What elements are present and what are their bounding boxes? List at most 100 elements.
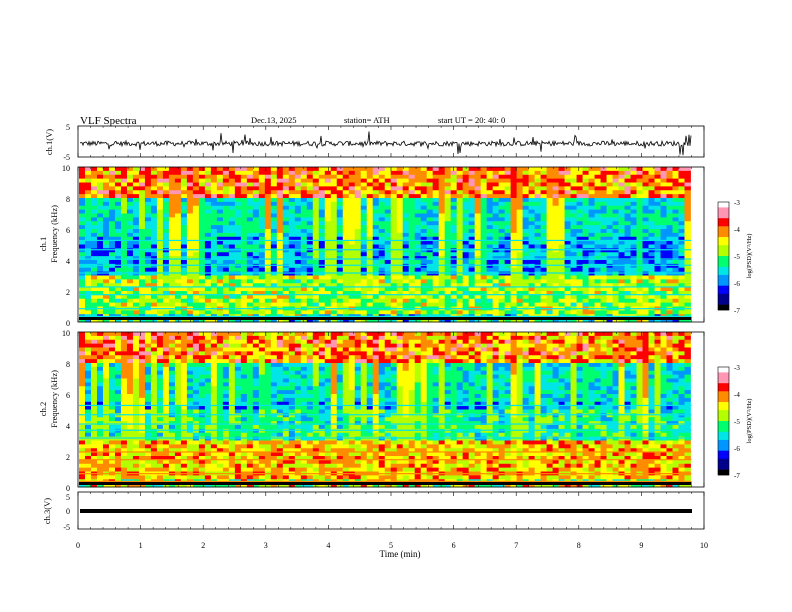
spectrogram-cell bbox=[186, 194, 194, 199]
spectrogram-cell bbox=[534, 236, 541, 242]
spectrogram-cell bbox=[198, 209, 206, 214]
spectrogram-cell bbox=[102, 339, 110, 345]
spectrogram-cell bbox=[642, 201, 649, 207]
spectrogram-cell bbox=[342, 205, 350, 211]
spectrogram-cell bbox=[168, 456, 176, 461]
spectrogram-cell bbox=[684, 221, 691, 226]
spectrogram-cell bbox=[294, 217, 302, 222]
spectrogram-cell bbox=[330, 252, 338, 257]
spectrogram-cell bbox=[624, 182, 631, 187]
spectrogram-cell bbox=[546, 213, 553, 218]
spectrogram-cell bbox=[498, 318, 506, 323]
colorbar-1-swatch bbox=[718, 288, 729, 292]
spectrogram-cell bbox=[510, 283, 518, 288]
spectrogram-cell bbox=[660, 248, 667, 253]
spectrogram-cell bbox=[570, 225, 577, 230]
spectrogram-cell bbox=[138, 283, 146, 288]
spectrogram-cell bbox=[102, 190, 110, 195]
spectrogram-cell bbox=[396, 240, 404, 245]
spectrogram-cell bbox=[276, 178, 284, 183]
spectrogram-cell bbox=[636, 213, 643, 218]
spectrogram-cell bbox=[79, 205, 86, 211]
spectrogram-cell bbox=[558, 182, 565, 187]
spectrogram-cell bbox=[636, 186, 643, 191]
spectrogram-cell bbox=[96, 390, 104, 395]
spectrogram-cell bbox=[138, 417, 146, 422]
spectrogram-cell bbox=[168, 205, 176, 211]
spectrogram-cell bbox=[564, 318, 571, 323]
spectrogram-cell bbox=[474, 225, 482, 230]
spectrogram-cell bbox=[234, 298, 242, 304]
spectrogram-cell bbox=[402, 275, 410, 280]
spectrogram-cell bbox=[174, 271, 182, 276]
spectrogram-cell bbox=[144, 339, 152, 345]
spectrogram-cell bbox=[168, 339, 176, 345]
spectrogram-cell bbox=[552, 260, 559, 265]
spectrogram-cell bbox=[390, 256, 398, 261]
spectrogram-cell bbox=[264, 198, 272, 203]
spectrogram-cell bbox=[612, 287, 619, 292]
spectrogram-cell bbox=[162, 386, 170, 391]
spectrogram-cell bbox=[654, 201, 661, 207]
spectrogram-cell bbox=[672, 302, 679, 307]
ch1-ytick-2: 2 bbox=[66, 288, 70, 297]
spectrogram-cell bbox=[240, 287, 248, 292]
spectrogram-cell bbox=[582, 221, 589, 226]
spectrogram-cell bbox=[378, 201, 386, 207]
spectrogram-cell bbox=[150, 244, 158, 249]
spectrogram-cell bbox=[174, 201, 182, 207]
spectrogram-cell bbox=[102, 413, 110, 418]
spectrogram-cell bbox=[240, 205, 248, 211]
spectrogram-cell bbox=[504, 209, 512, 214]
spectrogram-cell bbox=[396, 294, 404, 300]
spectrogram-cell bbox=[588, 291, 595, 296]
colorbar-2-swatch bbox=[718, 407, 729, 411]
spectrogram-cell bbox=[564, 271, 571, 276]
spectrogram-cell bbox=[678, 244, 685, 249]
spectrogram-cell bbox=[564, 310, 571, 315]
spectrogram-cell bbox=[666, 186, 673, 191]
spectrogram-cell bbox=[288, 174, 296, 180]
spectrogram-cell bbox=[564, 229, 571, 234]
spectrogram-cell bbox=[138, 347, 146, 352]
spectrogram-cell bbox=[90, 448, 98, 453]
spectrogram-cell bbox=[348, 279, 356, 284]
spectrogram-cell bbox=[552, 232, 559, 238]
spectrogram-cell bbox=[432, 190, 440, 195]
spectrogram-cell bbox=[510, 178, 518, 183]
spectrogram-cell bbox=[210, 318, 218, 323]
spectrogram-cell bbox=[204, 302, 212, 307]
spectrogram-cell bbox=[492, 178, 500, 183]
spectrogram-cell bbox=[360, 252, 368, 257]
spectrogram-cell bbox=[444, 291, 452, 296]
spectrogram-cell bbox=[594, 178, 601, 183]
spectrogram-cell bbox=[570, 240, 577, 245]
spectrogram-cell bbox=[624, 240, 631, 245]
spectrogram-cell bbox=[486, 178, 494, 183]
spectrogram-cell bbox=[186, 432, 194, 438]
spectrogram-cell bbox=[552, 279, 559, 284]
spectrogram-cell bbox=[132, 421, 140, 426]
spectrogram-cell bbox=[288, 190, 296, 195]
spectrogram-cell bbox=[324, 221, 332, 226]
spectrogram-cell bbox=[90, 428, 98, 434]
spectrogram-cell bbox=[606, 194, 613, 199]
spectrogram-cell bbox=[162, 318, 170, 323]
spectrogram-cell bbox=[540, 209, 547, 214]
spectrogram-cell bbox=[300, 190, 308, 195]
spectrogram-cell bbox=[474, 213, 482, 218]
spectrogram-cell bbox=[162, 382, 170, 387]
spectrogram-cell bbox=[108, 436, 116, 441]
spectrogram-cell bbox=[468, 271, 476, 276]
spectrogram-cell bbox=[168, 370, 176, 376]
spectrogram-cell bbox=[156, 366, 164, 372]
spectrogram-cell bbox=[282, 244, 290, 249]
spectrogram-cell bbox=[174, 409, 182, 414]
ch1-colorbar-tick-neg3: -3 bbox=[734, 199, 740, 207]
spectrogram-cell bbox=[684, 178, 691, 183]
spectrogram-cell bbox=[132, 263, 140, 269]
spectrogram-cell bbox=[516, 256, 524, 261]
spectrogram-cell bbox=[252, 287, 260, 292]
spectrogram-cell bbox=[384, 178, 392, 183]
spectrogram-cell bbox=[582, 229, 589, 234]
